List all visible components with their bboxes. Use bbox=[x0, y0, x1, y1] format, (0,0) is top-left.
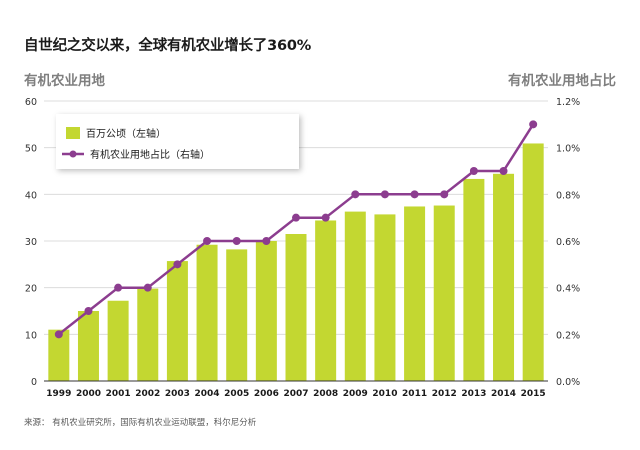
share-point-2010 bbox=[380, 190, 389, 199]
bar-2003 bbox=[166, 261, 188, 381]
x-tick-label: 2004 bbox=[195, 389, 220, 399]
bar-2002 bbox=[137, 288, 159, 381]
share-point-2015 bbox=[529, 120, 538, 129]
bar-2006 bbox=[255, 241, 277, 381]
x-tick-label: 2012 bbox=[432, 389, 457, 399]
x-tick-label: 2010 bbox=[372, 389, 397, 399]
bar-2011 bbox=[404, 206, 426, 381]
x-tick-label: 2000 bbox=[76, 389, 101, 399]
bar-2008 bbox=[315, 220, 337, 381]
source-note: 来源： 有机农业研究所，国际有机农业运动联盟，科尔尼分析 bbox=[24, 418, 257, 428]
x-tick-label: 1999 bbox=[46, 389, 71, 399]
x-tick-label: 2001 bbox=[106, 389, 131, 399]
bar-series bbox=[48, 143, 544, 381]
bar-2009 bbox=[344, 211, 366, 381]
share-point-2013 bbox=[469, 167, 478, 175]
right-tick-label: 0.8% bbox=[556, 190, 580, 201]
x-tick-label: 2009 bbox=[343, 389, 368, 399]
bar-2001 bbox=[107, 300, 129, 381]
bar-1999 bbox=[48, 329, 70, 381]
share-point-2005 bbox=[232, 237, 241, 245]
legend-line-label: 有机农业用地占比（右轴） bbox=[90, 148, 210, 161]
right-tick-label: 1.0% bbox=[556, 144, 580, 155]
bar-2010 bbox=[374, 214, 396, 381]
x-tick-label: 2003 bbox=[165, 389, 190, 399]
left-axis-title: 有机农业用地 bbox=[24, 73, 105, 89]
share-point-2004 bbox=[203, 237, 212, 245]
right-tick-label: 0.4% bbox=[556, 284, 580, 295]
x-tick-label: 2011 bbox=[402, 389, 427, 399]
x-tick-label: 2007 bbox=[283, 389, 308, 399]
line-series bbox=[54, 120, 538, 339]
x-tick-label: 2014 bbox=[491, 389, 516, 399]
share-point-2009 bbox=[351, 190, 360, 199]
x-tick-label: 2015 bbox=[521, 389, 546, 399]
bar-2014 bbox=[493, 173, 515, 381]
left-tick-label: 40 bbox=[25, 190, 37, 201]
left-tick-label: 50 bbox=[25, 144, 37, 155]
chart-title: 自世纪之交以来，全球有机农业增长了360% bbox=[24, 38, 312, 54]
share-point-2003 bbox=[173, 260, 182, 269]
right-tick-label: 0.6% bbox=[556, 237, 580, 248]
bar-2000 bbox=[77, 311, 99, 381]
bar-2015 bbox=[522, 143, 544, 381]
share-point-1999 bbox=[54, 330, 63, 339]
legend: 百万公顷（左轴） 有机农业用地占比（右轴） bbox=[56, 114, 299, 169]
bar-2012 bbox=[433, 205, 455, 381]
left-tick-label: 30 bbox=[25, 237, 37, 248]
x-tick-label: 2013 bbox=[461, 389, 486, 399]
share-point-2012 bbox=[440, 190, 449, 199]
legend-bar-swatch bbox=[66, 127, 80, 139]
right-tick-label: 0.0% bbox=[556, 377, 580, 388]
left-tick-label: 60 bbox=[25, 97, 37, 108]
share-point-2002 bbox=[143, 283, 152, 292]
legend-line-marker bbox=[69, 150, 77, 158]
left-tick-label: 0 bbox=[31, 377, 37, 388]
legend-bar-label: 百万公顷（左轴） bbox=[86, 127, 166, 140]
left-tick-label: 20 bbox=[25, 284, 37, 295]
x-tick-label: 2006 bbox=[254, 389, 279, 399]
x-tick-label: 2002 bbox=[135, 389, 160, 399]
right-tick-label: 0.2% bbox=[556, 330, 580, 341]
bar-2004 bbox=[196, 244, 218, 381]
share-point-2006 bbox=[262, 237, 271, 245]
x-tick-label: 2008 bbox=[313, 389, 338, 399]
right-tick-label: 1.2% bbox=[556, 97, 580, 108]
share-point-2008 bbox=[321, 213, 330, 222]
bar-2007 bbox=[285, 234, 307, 381]
share-point-2001 bbox=[114, 283, 123, 292]
x-tick-label: 2005 bbox=[224, 389, 249, 399]
left-tick-label: 10 bbox=[25, 330, 37, 341]
share-point-2011 bbox=[410, 190, 419, 199]
legend-box bbox=[56, 114, 299, 169]
share-point-2000 bbox=[84, 307, 93, 315]
bar-2005 bbox=[226, 249, 248, 381]
axes: 0 0.0% 10 0.2% 20 0.4% 30 0.6% 40 0.8% 50 1.0% 60 1.2… bbox=[25, 97, 580, 399]
share-point-2007 bbox=[292, 213, 300, 222]
bar-2013 bbox=[463, 178, 485, 381]
right-axis-title: 有机农业用地占比 bbox=[508, 73, 616, 89]
share-point-2014 bbox=[499, 167, 508, 175]
